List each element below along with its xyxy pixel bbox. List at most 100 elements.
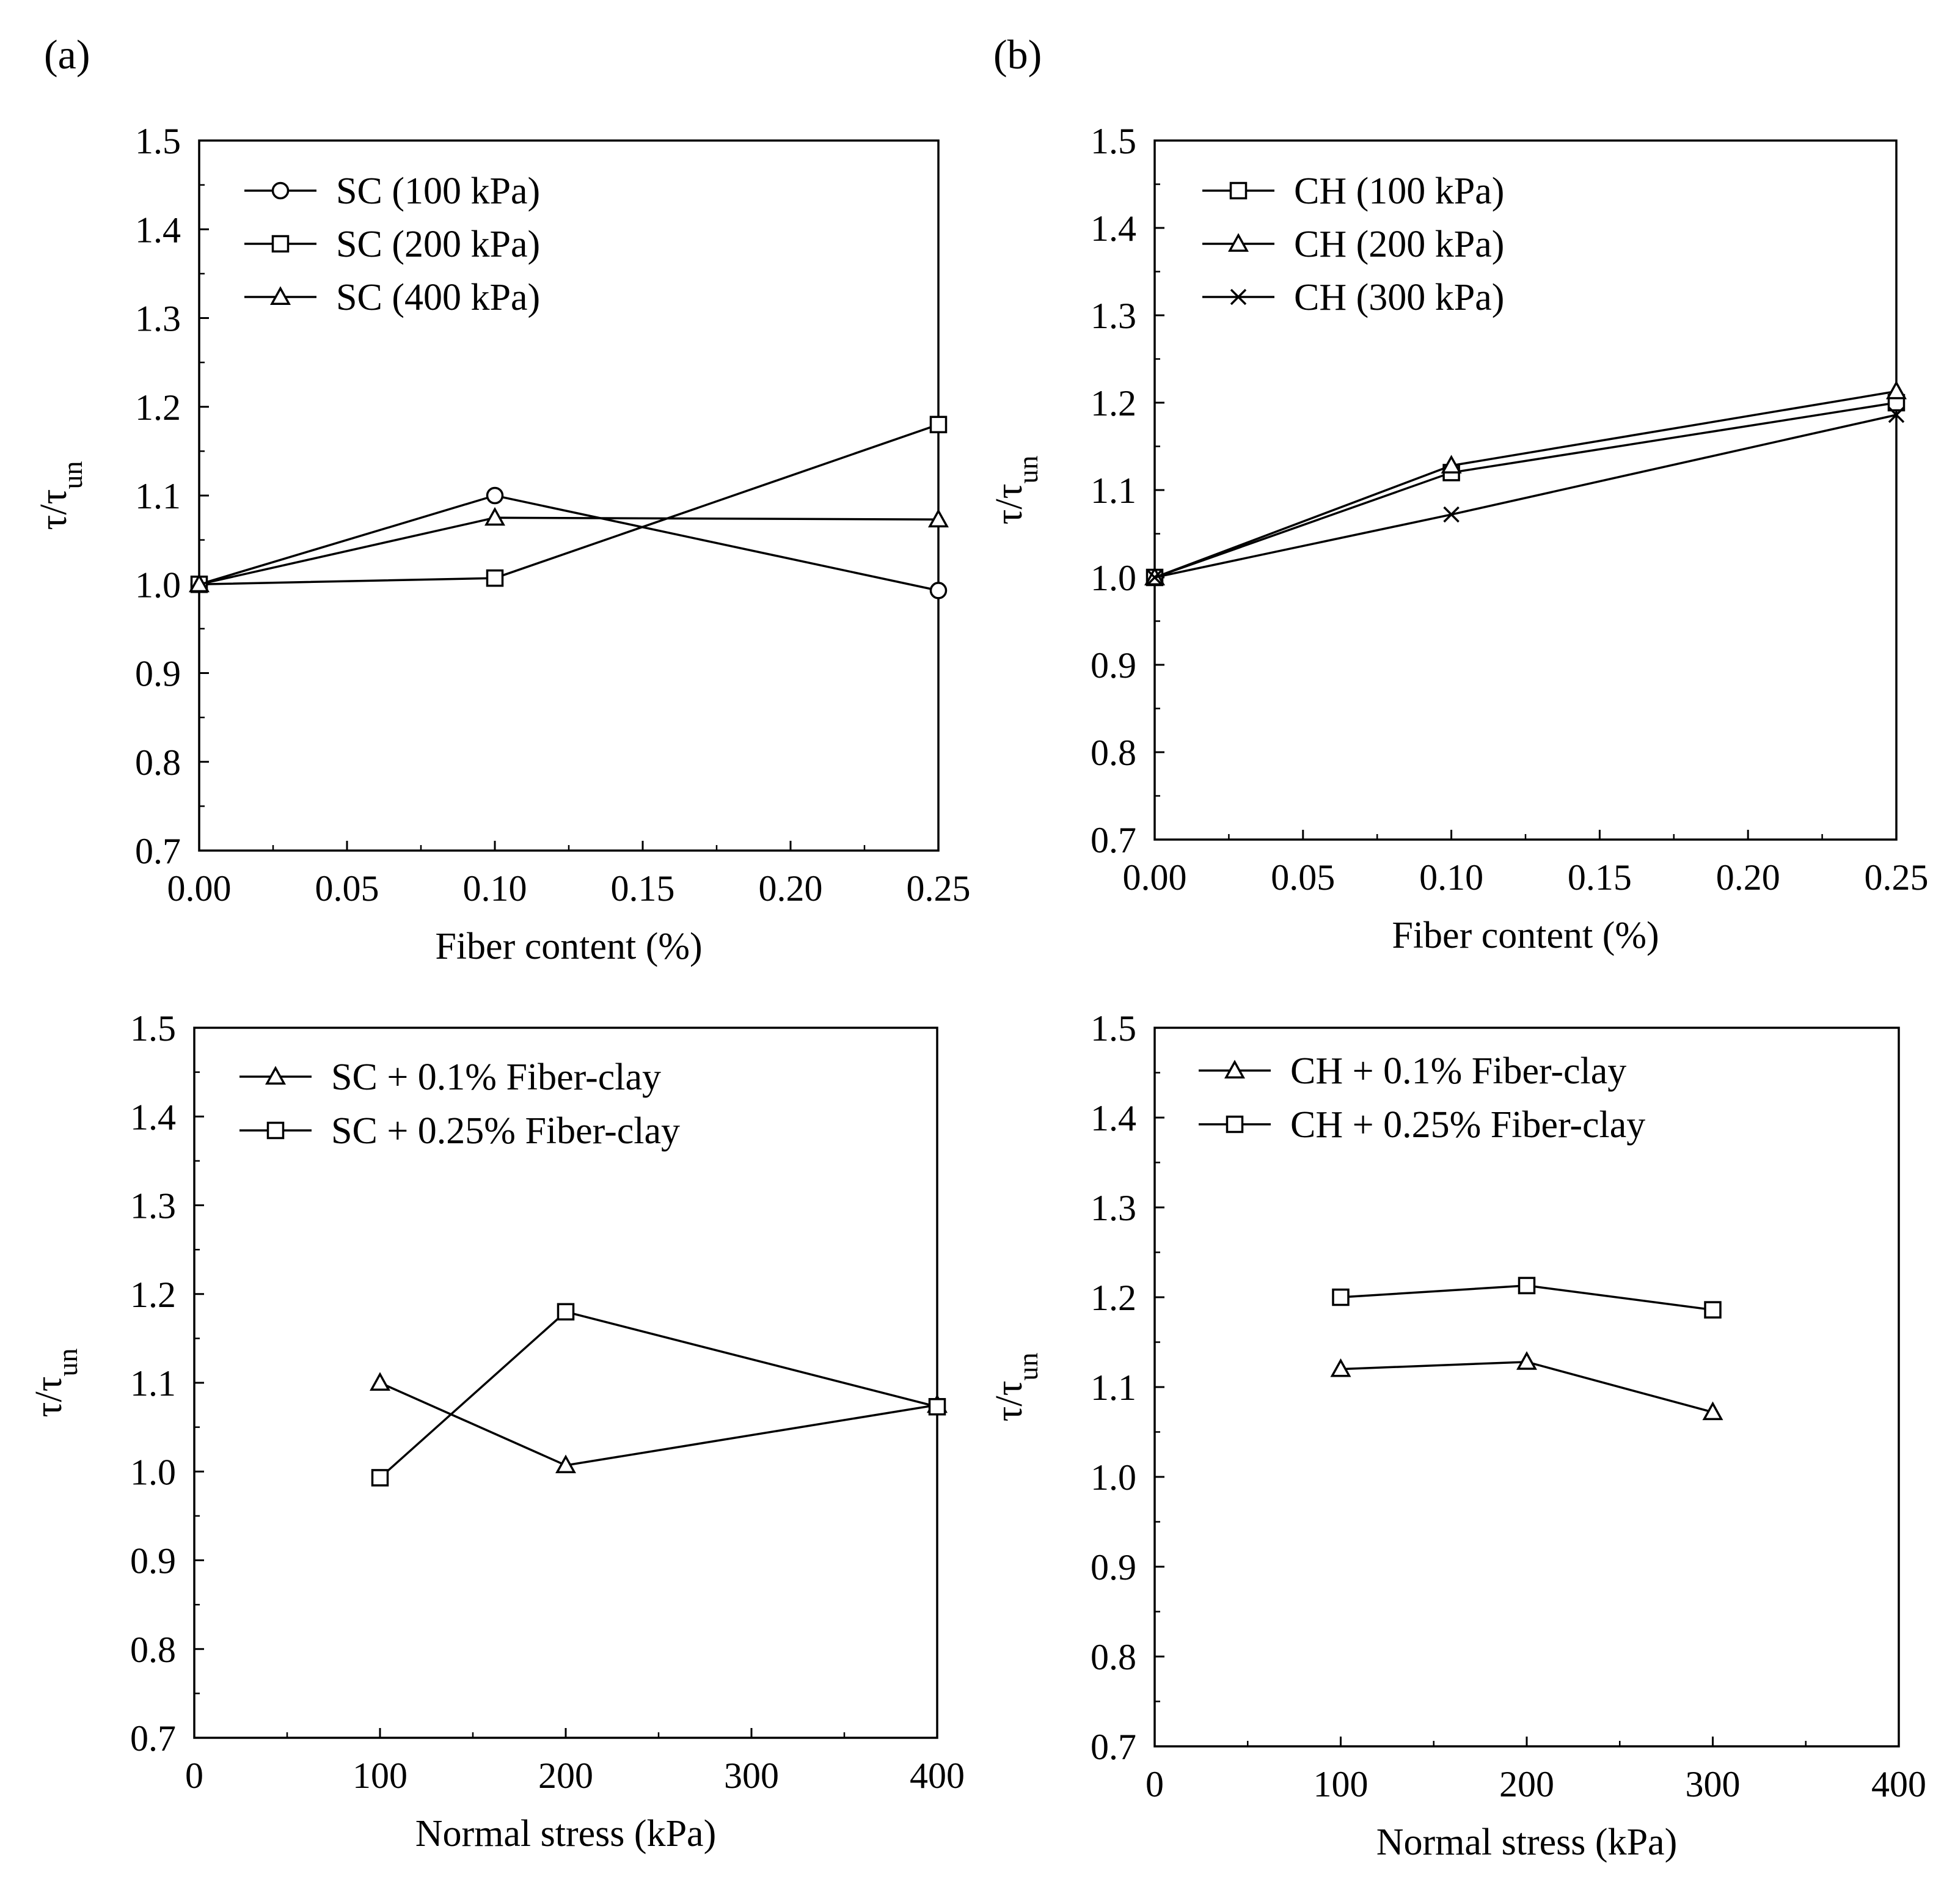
y-tick-label: 0.9 xyxy=(130,1541,176,1581)
series-1 xyxy=(370,1372,948,1474)
data-point xyxy=(1441,455,1462,474)
y-tick-label: 1.0 xyxy=(135,565,181,605)
data-point xyxy=(1886,380,1907,400)
data-point xyxy=(1702,1401,1723,1421)
data-point xyxy=(1704,1301,1722,1319)
x-tick-label: 0.20 xyxy=(759,868,823,909)
data-point xyxy=(486,486,504,505)
data-point xyxy=(929,416,948,434)
legend-label: SC (200 kPa) xyxy=(336,224,540,265)
chart-panels: 0.7 0.8 0.9 1.0 1.1 1.2 1.3 1.4 1.5 0.00 0.05 0.10 0… xyxy=(28,121,1929,1863)
x-tick-label: 0.15 xyxy=(1568,857,1632,898)
y-axis-label: τ/τun xyxy=(988,455,1043,524)
y-tick-label: 0.7 xyxy=(1091,1727,1136,1767)
y-tick-label: 1.2 xyxy=(1091,383,1136,423)
legend-marker xyxy=(1226,1115,1244,1133)
y-tick-label: 1.4 xyxy=(1091,1098,1136,1138)
x-tick-label: 0.05 xyxy=(315,868,379,909)
y-tick-label: 1.4 xyxy=(130,1097,176,1137)
x-tick-label: 0.10 xyxy=(463,868,527,909)
series-line xyxy=(379,1382,938,1466)
legend-label: SC (400 kPa) xyxy=(336,277,540,318)
y-axis-label-sub: un xyxy=(1012,455,1043,483)
legend-label: SC + 0.25% Fiber-clay xyxy=(331,1110,680,1152)
y-tick-label: 1.1 xyxy=(130,1363,176,1404)
x-tick-label: 0 xyxy=(185,1756,203,1796)
y-tick-label: 0.7 xyxy=(1091,820,1136,860)
chart-b-top: 0.7 0.8 0.9 1.0 1.1 1.2 1.3 1.4 1.5 0.00 0.05 0.10 0… xyxy=(988,121,1929,956)
y-tick-label: 1.3 xyxy=(1091,1188,1136,1228)
legend-marker xyxy=(1224,1060,1245,1078)
x-tick-label: 0.20 xyxy=(1716,857,1780,898)
y-axis-label: τ/τun xyxy=(28,1348,83,1417)
x-tick-label: 400 xyxy=(910,1756,965,1796)
data-point xyxy=(1518,1276,1536,1295)
data-point xyxy=(1516,1351,1537,1370)
legend-marker xyxy=(271,181,290,200)
data-point xyxy=(1330,1358,1351,1377)
legend: SC (100 kPa) SC (200 kPa) SC (400 kPa) xyxy=(244,170,540,318)
chart-a-top: 0.7 0.8 0.9 1.0 1.1 1.2 1.3 1.4 1.5 0.00 0.05 0.10 0… xyxy=(33,121,971,967)
series-2 xyxy=(371,1303,946,1487)
x-tick-label: 300 xyxy=(1686,1764,1741,1804)
chart-b-bottom: 0.7 0.8 0.9 1.0 1.1 1.2 1.3 1.4 1.5 0 100 200 300 400… xyxy=(988,1008,1926,1863)
legend-label: CH (100 kPa) xyxy=(1294,170,1504,212)
series-line xyxy=(379,1310,938,1479)
y-tick-label: 0.9 xyxy=(1091,1547,1136,1587)
data-point xyxy=(928,508,949,528)
legend-marker xyxy=(270,286,291,305)
x-tick-label: 200 xyxy=(1499,1764,1554,1804)
data-point xyxy=(557,1303,575,1321)
x-tick-label: 100 xyxy=(353,1756,407,1796)
data-point xyxy=(1332,1288,1350,1306)
y-tick-label: 0.9 xyxy=(135,654,181,694)
y-tick-label: 1.4 xyxy=(1091,208,1136,249)
data-point xyxy=(370,1372,390,1391)
y-axis-label: τ/τun xyxy=(988,1352,1043,1421)
x-axis-label: Normal stress (kPa) xyxy=(1376,1822,1677,1863)
chart-a-bottom: 0.7 0.8 0.9 1.0 1.1 1.2 1.3 1.4 1.5 0 100 200 300 400… xyxy=(28,1008,965,1855)
legend-marker xyxy=(265,1066,286,1085)
y-axis-label: τ/τun xyxy=(33,461,88,530)
legend-label: CH (300 kPa) xyxy=(1294,277,1504,318)
y-tick-label: 1.2 xyxy=(135,387,181,428)
x-tick-label: 0.25 xyxy=(907,868,971,909)
data-point xyxy=(1443,506,1460,523)
data-point xyxy=(555,1454,576,1474)
y-tick-label: 1.5 xyxy=(135,121,181,161)
y-axis-label-main: τ/τ xyxy=(988,483,1030,524)
y-axis-label-sub: un xyxy=(57,461,88,489)
y-tick-label: 1.0 xyxy=(1091,1457,1136,1498)
series-2 xyxy=(190,416,948,593)
legend-label: CH + 0.25% Fiber-clay xyxy=(1290,1104,1645,1146)
y-tick-label: 0.8 xyxy=(135,742,181,783)
x-tick-label: 400 xyxy=(1871,1764,1926,1804)
x-tick-label: 100 xyxy=(1314,1764,1368,1804)
series-line xyxy=(199,494,939,592)
y-axis-label-main: τ/τ xyxy=(33,489,75,530)
series-3 xyxy=(1146,406,1905,586)
y-tick-label: 1.0 xyxy=(1091,558,1136,598)
y-tick-label: 1.3 xyxy=(130,1186,176,1226)
x-axis-label: Normal stress (kPa) xyxy=(415,1813,716,1855)
legend-label: CH + 0.1% Fiber-clay xyxy=(1290,1050,1626,1092)
y-tick-label: 1.5 xyxy=(130,1008,176,1049)
x-tick-label: 0.15 xyxy=(611,868,675,909)
x-tick-label: 0 xyxy=(1146,1764,1164,1804)
x-tick-label: 200 xyxy=(538,1756,593,1796)
x-tick-label: 0.25 xyxy=(1865,857,1929,898)
series-2 xyxy=(1332,1276,1722,1319)
y-tick-label: 0.7 xyxy=(130,1718,176,1759)
data-point xyxy=(1888,406,1905,423)
legend-label: SC + 0.1% Fiber-clay xyxy=(331,1056,661,1098)
series-3 xyxy=(189,507,949,593)
x-axis-label: Fiber content (%) xyxy=(1392,915,1659,956)
data-point xyxy=(189,573,210,593)
series-line xyxy=(1154,401,1897,579)
legend: SC + 0.1% Fiber-clay SC + 0.25% Fiber-cla… xyxy=(239,1056,680,1152)
y-tick-label: 1.1 xyxy=(135,476,181,516)
y-tick-label: 1.1 xyxy=(1091,471,1136,511)
plot-frame xyxy=(198,139,940,852)
data-point xyxy=(929,582,948,599)
